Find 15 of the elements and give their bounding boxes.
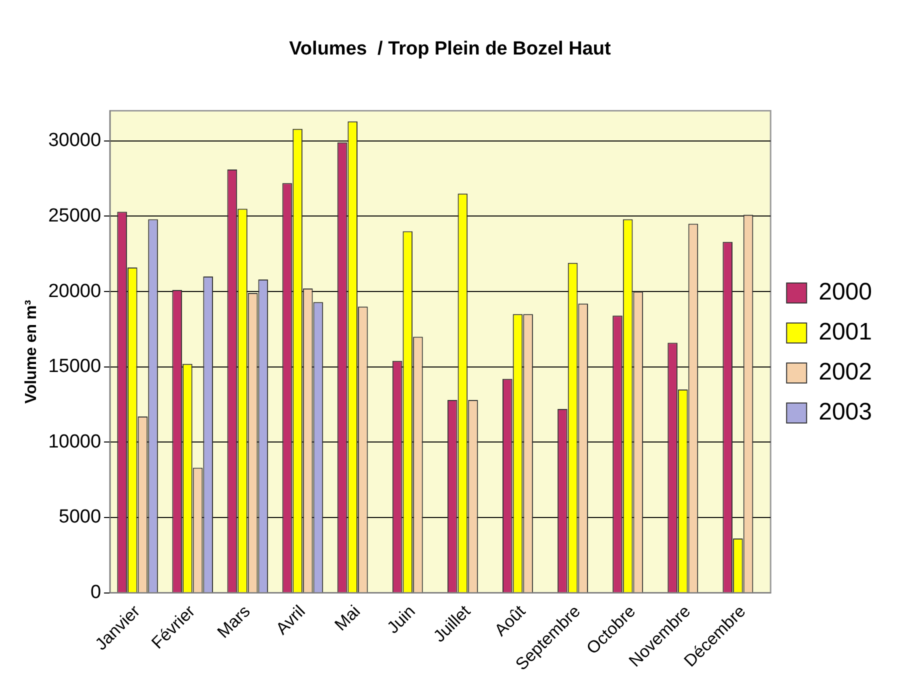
chart-title: Volumes / Trop Plein de Bozel Haut <box>289 38 612 60</box>
legend-label: 2000 <box>818 278 872 306</box>
legend-label: 2001 <box>818 318 872 346</box>
x-tick-label: Juin <box>383 602 419 638</box>
x-tick-label: Mai <box>331 602 364 635</box>
legend-label: 2002 <box>818 358 872 386</box>
y-tick-label: 20000 <box>48 280 102 302</box>
legend-label: 2003 <box>818 398 872 426</box>
y-tick-label: 0 <box>90 582 102 604</box>
y-tick-label: 30000 <box>48 130 102 152</box>
y-tick-label: 10000 <box>48 431 102 452</box>
y-axis-title: Volume en m³ <box>23 300 40 404</box>
y-tick-label: 25000 <box>48 205 102 226</box>
y-tick-label: 5000 <box>58 506 102 528</box>
y-tick-label: 15000 <box>48 356 102 378</box>
